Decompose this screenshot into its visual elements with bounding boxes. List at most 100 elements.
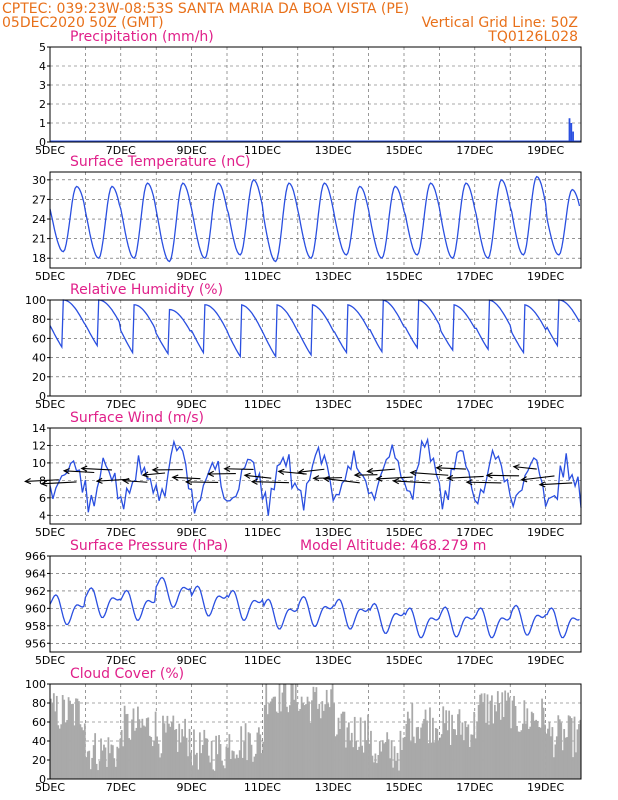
cloud-bar (196, 752, 198, 779)
wind-vector-head (95, 477, 103, 484)
cloud-bar (423, 718, 425, 779)
cloud-bar (173, 729, 176, 779)
cloud-bar (176, 751, 179, 779)
wind-vector-head (277, 468, 285, 475)
cloud-bar (387, 739, 390, 779)
temperature-panel: Surface Temperature (nC) 18 21 24 27 30 5DEC 7D… (32, 154, 582, 283)
cloud-bar (194, 754, 197, 779)
cloud-bar (182, 736, 185, 779)
precipitation-xtick: 9DEC (177, 144, 207, 157)
cloud-bar (113, 758, 116, 779)
cloud-bar (384, 742, 387, 779)
humidity-xtick: 11DEC (244, 398, 281, 411)
wind-vector (376, 476, 413, 480)
cloud-bar (561, 750, 564, 779)
cloud-bar (572, 757, 574, 779)
wind-vector-head (392, 478, 400, 485)
cloud-bar (482, 702, 484, 779)
cloud-bar (343, 711, 346, 779)
cloud-cover-xtick: 5DEC (35, 781, 65, 794)
precipitation-xtick: 13DEC (315, 144, 352, 157)
cloud-cover-xtick: 11DEC (244, 781, 281, 794)
humidity-xtick: 17DEC (456, 398, 493, 411)
wind-vector (298, 468, 325, 473)
cloud-bar (142, 725, 145, 779)
wind-vector-head (243, 472, 251, 479)
wind-vector-head (297, 468, 305, 475)
humidity-frame (49, 299, 582, 397)
wind-vector-head (24, 478, 32, 485)
cloud-bar (172, 715, 175, 779)
cloud-bar (405, 723, 408, 779)
header-line1: CPTEC: 039:23W-08:53S SANTA MARIA DA BOA… (2, 1, 409, 17)
pressure-xtick: 9DEC (177, 654, 207, 667)
precipitation-ytick: 3 (39, 79, 46, 92)
cloud-bar (265, 684, 268, 779)
cloud-bar (333, 703, 335, 779)
precipitation-xtick: 7DEC (106, 144, 136, 157)
cloud-bar (415, 727, 418, 779)
wind-vector (323, 477, 360, 484)
cloud-bar (393, 746, 396, 779)
header-date: 05DEC2020 50Z (GMT) (2, 15, 164, 31)
pressure-ytick: 962 (25, 585, 46, 598)
wind-vector (367, 468, 396, 472)
cloud-bar (144, 726, 147, 779)
temperature-xtick: 13DEC (315, 270, 352, 283)
cloud-bar (219, 744, 222, 779)
temperature-xtick: 5DEC (35, 270, 65, 283)
cloud-bar (527, 728, 530, 779)
temperature-xtick: 11DEC (244, 270, 281, 283)
wind-vector (393, 480, 431, 484)
cloud-bar (496, 691, 499, 779)
cloud-bar (502, 716, 505, 779)
cloud-bar (455, 735, 458, 779)
pressure-ytick: 964 (25, 567, 46, 580)
cloud-bar (291, 684, 294, 779)
cloud-bar (181, 729, 184, 779)
cloud-cover-ytick: 60 (32, 716, 46, 729)
humidity-ytick: 80 (32, 313, 46, 326)
cloud-bar (499, 719, 502, 779)
cloud-bar (119, 738, 122, 779)
wind-xtick: 11DEC (244, 526, 281, 539)
cloud-bar (439, 737, 442, 779)
cloud-bar (406, 711, 409, 779)
cloud-bar (359, 717, 362, 779)
cloud-bar (312, 686, 315, 779)
precipitation-ytick: 4 (39, 60, 46, 73)
cloud-bar (511, 700, 514, 779)
cloud-bar (54, 711, 57, 779)
cloud-bar (286, 706, 288, 779)
cloud-bar (404, 736, 406, 779)
cloud-bar (347, 722, 350, 779)
cloud-bar (412, 736, 415, 779)
cloud-bar (203, 729, 206, 779)
cloud-cover-ytick: 20 (32, 754, 46, 767)
cloud-bar (76, 698, 79, 779)
cloud-bar (309, 723, 312, 779)
cloud-bar (477, 704, 480, 779)
cloud-bar (157, 743, 160, 779)
cloud-bar (492, 723, 495, 779)
cloud-bar (281, 692, 284, 779)
pressure-panel: Surface Pressure (hPa) Model Altitude: 46… (25, 538, 582, 667)
wind-xtick: 17DEC (456, 526, 493, 539)
wind-vector-head (62, 467, 70, 475)
cloud-bar (151, 746, 154, 779)
cloud-bar (489, 700, 492, 779)
temperature-xtick: 7DEC (106, 270, 136, 283)
cloud-bar (275, 711, 278, 779)
cloud-bar (365, 740, 368, 779)
cloud-bar (91, 757, 94, 779)
cloud-bar (201, 744, 204, 779)
precipitation-panel: Precipitation (mm/h) 0 1 2 3 4 5 5DEC 7DEC 9DEC 11… (35, 29, 582, 157)
cloud-bar (243, 741, 245, 779)
wind-xtick: 13DEC (315, 526, 352, 539)
wind-vector-head (512, 464, 520, 471)
cloud-bar (277, 712, 279, 779)
cloud-bar (98, 761, 101, 779)
precip-bar (572, 131, 574, 142)
temperature-xtick: 15DEC (385, 270, 422, 283)
cloud-bar (545, 733, 548, 779)
